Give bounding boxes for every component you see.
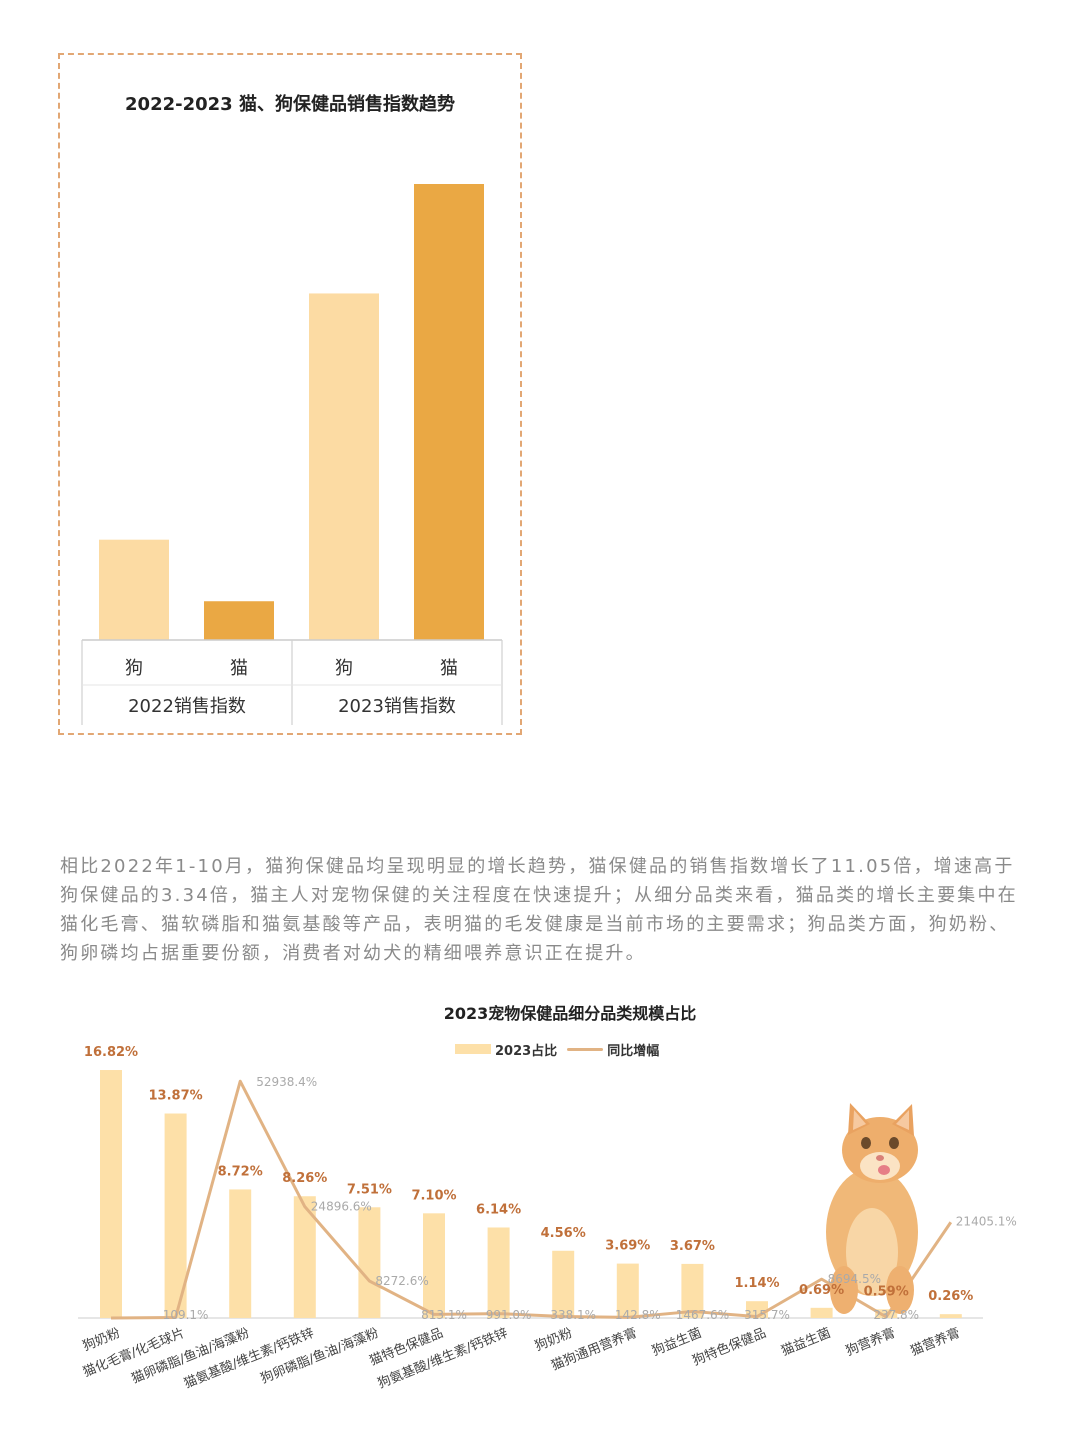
bar-share [939, 1314, 962, 1318]
cat-illustration [826, 1103, 918, 1314]
line-value-label: 21405.1% [956, 1214, 1017, 1228]
bar-share [293, 1196, 316, 1318]
line-value-label: 1467.6% [676, 1308, 729, 1322]
bar-2022-dog [99, 539, 169, 640]
line-value-label: 338.1% [550, 1308, 596, 1322]
line-value-label: 8272.6% [375, 1274, 428, 1288]
bar-value-label: 8.72% [218, 1164, 263, 1179]
x-group-label: 2023销售指数 [338, 696, 456, 717]
bar-share [358, 1207, 381, 1318]
bar-2023-cat [414, 184, 484, 640]
bar-value-label: 0.59% [864, 1284, 909, 1299]
x-category-label: 狗卵磷脂/鱼油/海藻粉 [258, 1325, 381, 1387]
bar-2022-cat [204, 601, 274, 640]
bar-value-label: 7.10% [411, 1188, 456, 1203]
bar-value-label: 13.87% [149, 1089, 203, 1104]
bar-share [681, 1263, 704, 1318]
bar-value-label: 7.51% [347, 1182, 392, 1197]
bar-share [164, 1113, 187, 1318]
bar-value-label: 0.69% [799, 1283, 844, 1298]
bar-value-label: 4.56% [541, 1226, 586, 1241]
bar-share [423, 1213, 445, 1318]
chart2-legend: 2023占比 同比增幅 [455, 1040, 660, 1059]
x-category-label: 狗特色保健品 [690, 1325, 768, 1369]
bar-share [487, 1227, 510, 1318]
summary-paragraph: 相比2022年1-10月，猫狗保健品均呈现明显的增长趋势，猫保健品的销售指数增长… [60, 856, 1018, 964]
bar-value-label: 8.26% [282, 1171, 327, 1186]
bar-value-label: 16.82% [84, 1045, 138, 1060]
bar-value-label: 1.14% [734, 1276, 779, 1291]
bar-2023-dog [309, 293, 379, 640]
line-value-label: 991.0% [486, 1308, 532, 1322]
x-category-label: 猫营养膏 [908, 1325, 962, 1359]
bar-value-label: 0.26% [928, 1289, 973, 1304]
bar-value-label: 3.69% [605, 1239, 650, 1254]
chart2-title: 2023宠物保健品细分品类规模占比 [443, 1004, 697, 1023]
line-value-label: 52938.4% [256, 1075, 317, 1089]
x-category-label: 狗 [125, 658, 143, 679]
line-value-label: 8694.5% [828, 1272, 881, 1286]
x-category-label: 狗奶粉 [533, 1326, 575, 1355]
legend-bar-swatch [455, 1044, 491, 1054]
bar-share [100, 1070, 122, 1318]
bar-share [875, 1309, 898, 1318]
x-category-label: 狗 [335, 658, 353, 679]
x-category-label: 猫 [440, 658, 458, 679]
legend-line-swatch [567, 1047, 604, 1051]
x-category-label: 狗奶粉 [81, 1326, 123, 1355]
bar-share [229, 1189, 252, 1318]
bar-share [810, 1307, 833, 1318]
line-value-label: 237.8% [873, 1308, 919, 1322]
line-value-label: 315.7% [744, 1308, 790, 1322]
line-value-label: 24896.6% [311, 1200, 372, 1214]
x-category-label: 猫益生菌 [779, 1326, 833, 1359]
legend-line-label: 同比增幅 [607, 1043, 660, 1059]
line-value-label: 142.8% [615, 1308, 661, 1322]
chart1-svg: 狗 猫 狗 猫 2022销售指数 2023销售指数 [81, 184, 503, 725]
growth-line [110, 1079, 953, 1320]
bar-value-label: 6.14% [476, 1202, 521, 1217]
legend-bar-label: 2023占比 [495, 1043, 558, 1059]
line-value-label: 813.1% [421, 1308, 467, 1322]
bar-share [616, 1263, 639, 1318]
x-group-label: 2022销售指数 [128, 696, 246, 717]
x-category-label: 狗营养膏 [843, 1325, 897, 1359]
bar-value-label: 3.67% [670, 1239, 715, 1254]
line-value-label: 109.1% [163, 1308, 209, 1322]
x-category-label: 猫 [230, 658, 248, 679]
chart1-title: 2022-2023 猫、狗保健品销售指数趋势 [125, 94, 455, 115]
bar-share [552, 1250, 575, 1318]
chart1-panel [58, 53, 522, 735]
